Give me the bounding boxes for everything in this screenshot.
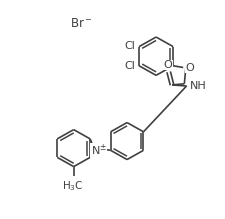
Text: N$^{±}$: N$^{±}$: [90, 143, 107, 158]
Text: Cl: Cl: [125, 61, 136, 71]
Text: O: O: [185, 62, 194, 72]
Text: Br$^-$: Br$^-$: [70, 17, 93, 30]
Text: Cl: Cl: [125, 41, 136, 51]
Text: O: O: [164, 60, 173, 70]
Text: H$_3$C: H$_3$C: [63, 179, 84, 193]
Text: NH: NH: [190, 81, 207, 91]
